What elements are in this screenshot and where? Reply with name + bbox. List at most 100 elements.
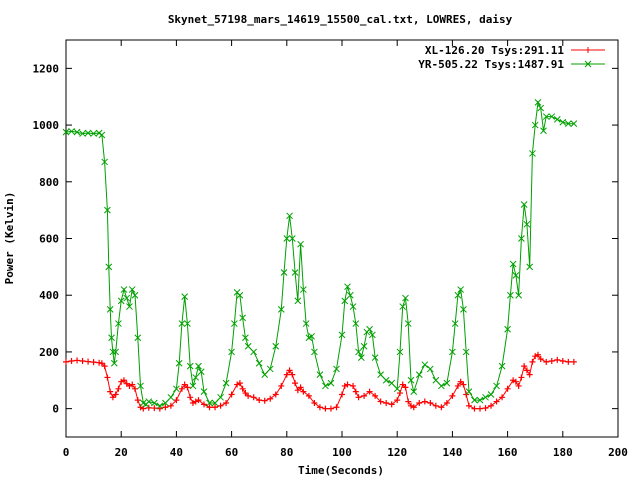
- data-point: [482, 393, 489, 401]
- data-point: [98, 131, 106, 139]
- data-point: [476, 396, 484, 404]
- data-point: [537, 104, 545, 112]
- data-point: [250, 348, 258, 356]
- data-point: [150, 399, 158, 407]
- data-point: [322, 382, 329, 390]
- data-point: [212, 404, 219, 411]
- data-point: [559, 118, 567, 126]
- data-point: [261, 371, 269, 378]
- data-point: [178, 320, 186, 327]
- data-point: [255, 359, 263, 367]
- data-point: [521, 363, 528, 370]
- data-point: [195, 362, 202, 370]
- y-tick-label: 800: [39, 176, 59, 189]
- data-point: [432, 376, 440, 384]
- data-point: [195, 397, 202, 404]
- x-tick-label: 20: [115, 446, 128, 459]
- data-point: [388, 401, 395, 408]
- data-point: [465, 402, 472, 409]
- data-point: [361, 392, 368, 399]
- x-tick-label: 60: [225, 446, 238, 459]
- data-point: [228, 348, 235, 356]
- data-point: [297, 240, 304, 248]
- data-point: [371, 354, 379, 361]
- data-point: [355, 394, 362, 401]
- data-point: [529, 358, 536, 365]
- x-tick-label: 0: [63, 446, 70, 459]
- data-point: [105, 263, 113, 271]
- data-point: [338, 331, 346, 339]
- data-point: [120, 286, 128, 293]
- data-point: [90, 130, 97, 137]
- data-point: [123, 294, 131, 302]
- data-point: [360, 342, 368, 350]
- data-point: [289, 371, 296, 378]
- data-point: [564, 120, 572, 128]
- data-point: [197, 368, 205, 376]
- data-point: [352, 320, 360, 327]
- data-point: [352, 388, 359, 395]
- data-point: [339, 391, 345, 398]
- data-point: [462, 348, 470, 356]
- data-point: [426, 365, 434, 373]
- y-axis: 0 200 400 600 800 1000 1200: [33, 62, 618, 416]
- data-point: [408, 402, 414, 409]
- data-point: [460, 381, 467, 388]
- data-point: [173, 385, 180, 393]
- data-point: [156, 405, 163, 412]
- data-point: [515, 382, 522, 389]
- data-point: [537, 356, 544, 363]
- data-point: [415, 371, 423, 378]
- data-point: [277, 306, 285, 313]
- data-point: [316, 404, 323, 411]
- data-point: [244, 342, 252, 350]
- data-point: [286, 212, 293, 220]
- data-point: [242, 334, 249, 342]
- data-point: [104, 374, 111, 381]
- data-point: [308, 332, 315, 340]
- data-point: [283, 235, 291, 242]
- data-point: [509, 260, 517, 268]
- data-point: [548, 358, 555, 365]
- data-point: [239, 385, 246, 392]
- data-point: [167, 393, 175, 401]
- data-point: [405, 398, 412, 405]
- data-point: [90, 359, 97, 366]
- data-point: [504, 325, 511, 333]
- x-axis-label: Time(Seconds): [298, 464, 384, 477]
- data-point: [128, 286, 136, 293]
- data-point: [228, 391, 235, 398]
- data-point: [316, 371, 324, 378]
- data-point: [518, 374, 525, 381]
- data-point: [531, 121, 539, 129]
- data-point: [120, 377, 127, 384]
- data-point: [311, 399, 318, 406]
- data-point: [421, 361, 429, 369]
- x-tick-label: 40: [170, 446, 183, 459]
- data-point: [388, 379, 396, 387]
- data-point: [346, 291, 354, 299]
- data-point: [477, 405, 483, 412]
- y-tick-label: 0: [52, 403, 59, 416]
- data-point: [266, 365, 274, 373]
- data-point: [300, 388, 307, 395]
- data-point: [372, 392, 379, 399]
- data-point: [526, 263, 534, 271]
- data-point: [404, 320, 412, 327]
- data-point: [559, 358, 566, 365]
- data-point: [291, 269, 299, 276]
- data-point: [106, 306, 114, 313]
- data-point: [283, 371, 290, 378]
- data-point: [101, 363, 108, 370]
- data-point: [222, 379, 230, 387]
- data-point: [366, 388, 373, 395]
- data-point: [534, 99, 542, 106]
- data-point: [68, 358, 75, 365]
- data-point: [239, 314, 246, 322]
- data-point: [570, 358, 577, 365]
- data-point: [95, 129, 103, 137]
- data-point: [341, 297, 349, 305]
- data-point: [355, 348, 362, 356]
- data-point: [399, 303, 407, 310]
